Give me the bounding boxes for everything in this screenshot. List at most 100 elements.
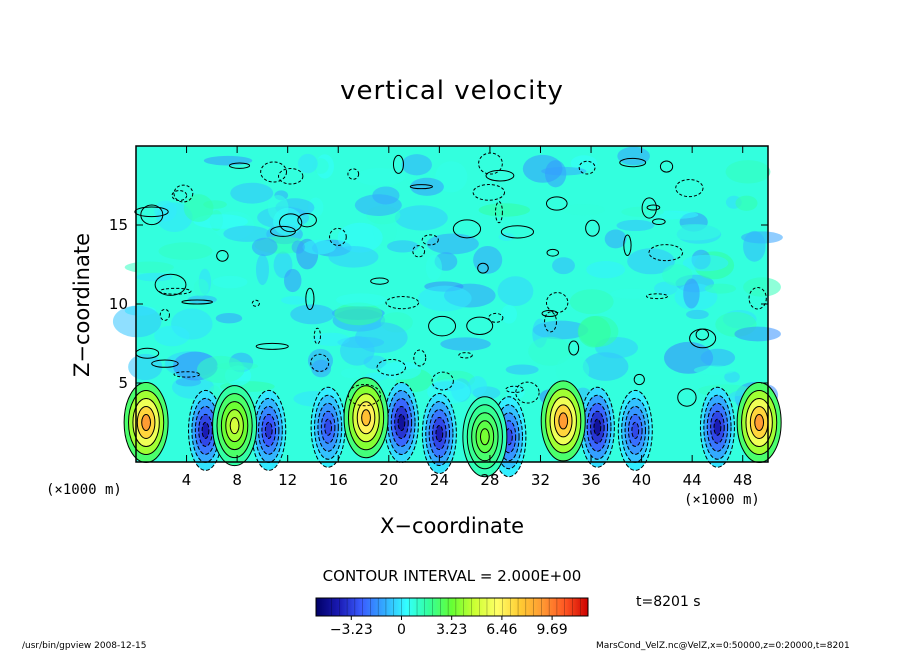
x-tick-label: 28	[480, 471, 499, 489]
x-tick-label: 24	[430, 471, 449, 489]
turbulence-contour	[413, 349, 427, 367]
field-blotch	[497, 276, 534, 307]
downdraft-contour	[713, 418, 722, 436]
field-blotch	[401, 154, 432, 176]
y-axis-label: Z−coordinate	[70, 233, 94, 377]
field-blotch	[664, 341, 714, 374]
turbulence-contour	[154, 273, 187, 296]
field-blotch	[425, 254, 443, 281]
downdraft-contour	[201, 421, 210, 439]
x-tick-label: 48	[733, 471, 752, 489]
x-tick-label: 40	[632, 471, 651, 489]
turbulence-contour	[648, 244, 684, 262]
chart-title: vertical velocity	[340, 76, 564, 106]
field-blotch	[604, 229, 627, 249]
field-blotch	[212, 275, 248, 289]
field-blotch	[124, 261, 174, 274]
turbulence-contour	[159, 308, 170, 321]
turbulence-contour	[370, 277, 389, 285]
x-tick-label: 4	[182, 471, 192, 489]
turbulence-contour	[171, 190, 188, 202]
field-blotch	[410, 177, 444, 196]
field-blotch	[290, 304, 335, 325]
turbulence-contour	[652, 218, 666, 225]
turbulence-contour	[431, 371, 454, 391]
field-blotch	[528, 336, 572, 366]
x-axis-label: X−coordinate	[380, 514, 524, 538]
downdraft-contour	[264, 421, 273, 439]
field-blotch	[183, 194, 214, 222]
colorbar-tick-label: 3.23	[436, 622, 467, 638]
field-blotch	[570, 155, 598, 172]
field-blotch	[291, 240, 305, 254]
field-blotch	[627, 248, 675, 275]
turbulence-contour	[659, 160, 674, 173]
field-blotch	[297, 153, 318, 174]
turbulence-contour	[578, 160, 596, 175]
field-blotch	[328, 245, 379, 268]
turbulence-contour	[623, 234, 632, 256]
field-blotch	[668, 224, 721, 241]
field-blotch	[312, 332, 350, 346]
footer-source: MarsCond_VelZ.nc@VelZ,x=0:50000,z=0:2000…	[596, 641, 850, 651]
x-tick-label: 36	[581, 471, 600, 489]
turbulence-contour	[500, 225, 535, 239]
field-blotch	[478, 203, 530, 217]
turbulence-contour	[181, 299, 213, 305]
x-tick-label: 44	[683, 471, 702, 489]
field-blotch	[426, 233, 479, 255]
field-blotch	[336, 293, 387, 307]
field-blotch	[693, 365, 736, 375]
field-blotch	[552, 257, 575, 275]
field-blotch	[302, 239, 336, 255]
turbulence-contour	[347, 168, 360, 180]
turbulence-contour	[452, 219, 482, 239]
field-blotch	[251, 237, 278, 257]
colorbar: −3.23 0 3.23 6.46 9.69	[315, 597, 589, 638]
field-blotch	[555, 354, 590, 386]
footer-program: /usr/bin/gpview 2008-12-15	[22, 641, 147, 651]
field-blotch	[308, 197, 324, 218]
field-blotch	[582, 352, 629, 381]
turbulence-contour	[392, 154, 404, 174]
field-blotch	[380, 361, 421, 380]
turbulence-contour	[270, 225, 296, 237]
field-blotch	[307, 348, 334, 373]
turbulence-contour	[297, 212, 317, 228]
turbulence-contour	[151, 359, 179, 368]
field-blotch	[725, 160, 771, 184]
field-blotch	[256, 254, 269, 286]
updraft-contour	[558, 412, 569, 430]
field-blotch	[522, 154, 563, 183]
turbulence-contour	[544, 311, 557, 333]
updraft-contour	[141, 414, 152, 431]
x-tick-label: 20	[379, 471, 398, 489]
field-blotch	[112, 305, 162, 338]
turbulence-contour	[279, 213, 303, 233]
field-blotch	[334, 302, 383, 326]
field-blotch	[498, 232, 515, 241]
field-blotch	[394, 205, 448, 231]
turbulence-contour	[173, 184, 194, 203]
field-blotch	[586, 261, 626, 279]
turbulence-contour	[329, 227, 347, 246]
y-tick-label: 15	[109, 216, 128, 234]
field-blotch	[743, 277, 781, 297]
turbulence-contour	[641, 197, 657, 219]
field-blotch	[610, 288, 656, 299]
turbulence-contour	[255, 342, 289, 350]
field-blotch	[569, 289, 614, 315]
time-label: t=8201 s	[636, 594, 701, 610]
field-blotch	[743, 230, 766, 262]
field-blotch	[700, 348, 736, 367]
field-blotch	[223, 225, 271, 242]
turbulence-contour	[216, 249, 229, 262]
turbulence-contour	[472, 184, 506, 201]
field-blotch	[735, 195, 758, 211]
turbulence-contour	[159, 287, 192, 295]
field-blotch	[216, 362, 258, 371]
downdraft-contour	[324, 418, 333, 436]
downdraft-contour	[397, 414, 406, 431]
turbulence-contour	[585, 219, 600, 237]
